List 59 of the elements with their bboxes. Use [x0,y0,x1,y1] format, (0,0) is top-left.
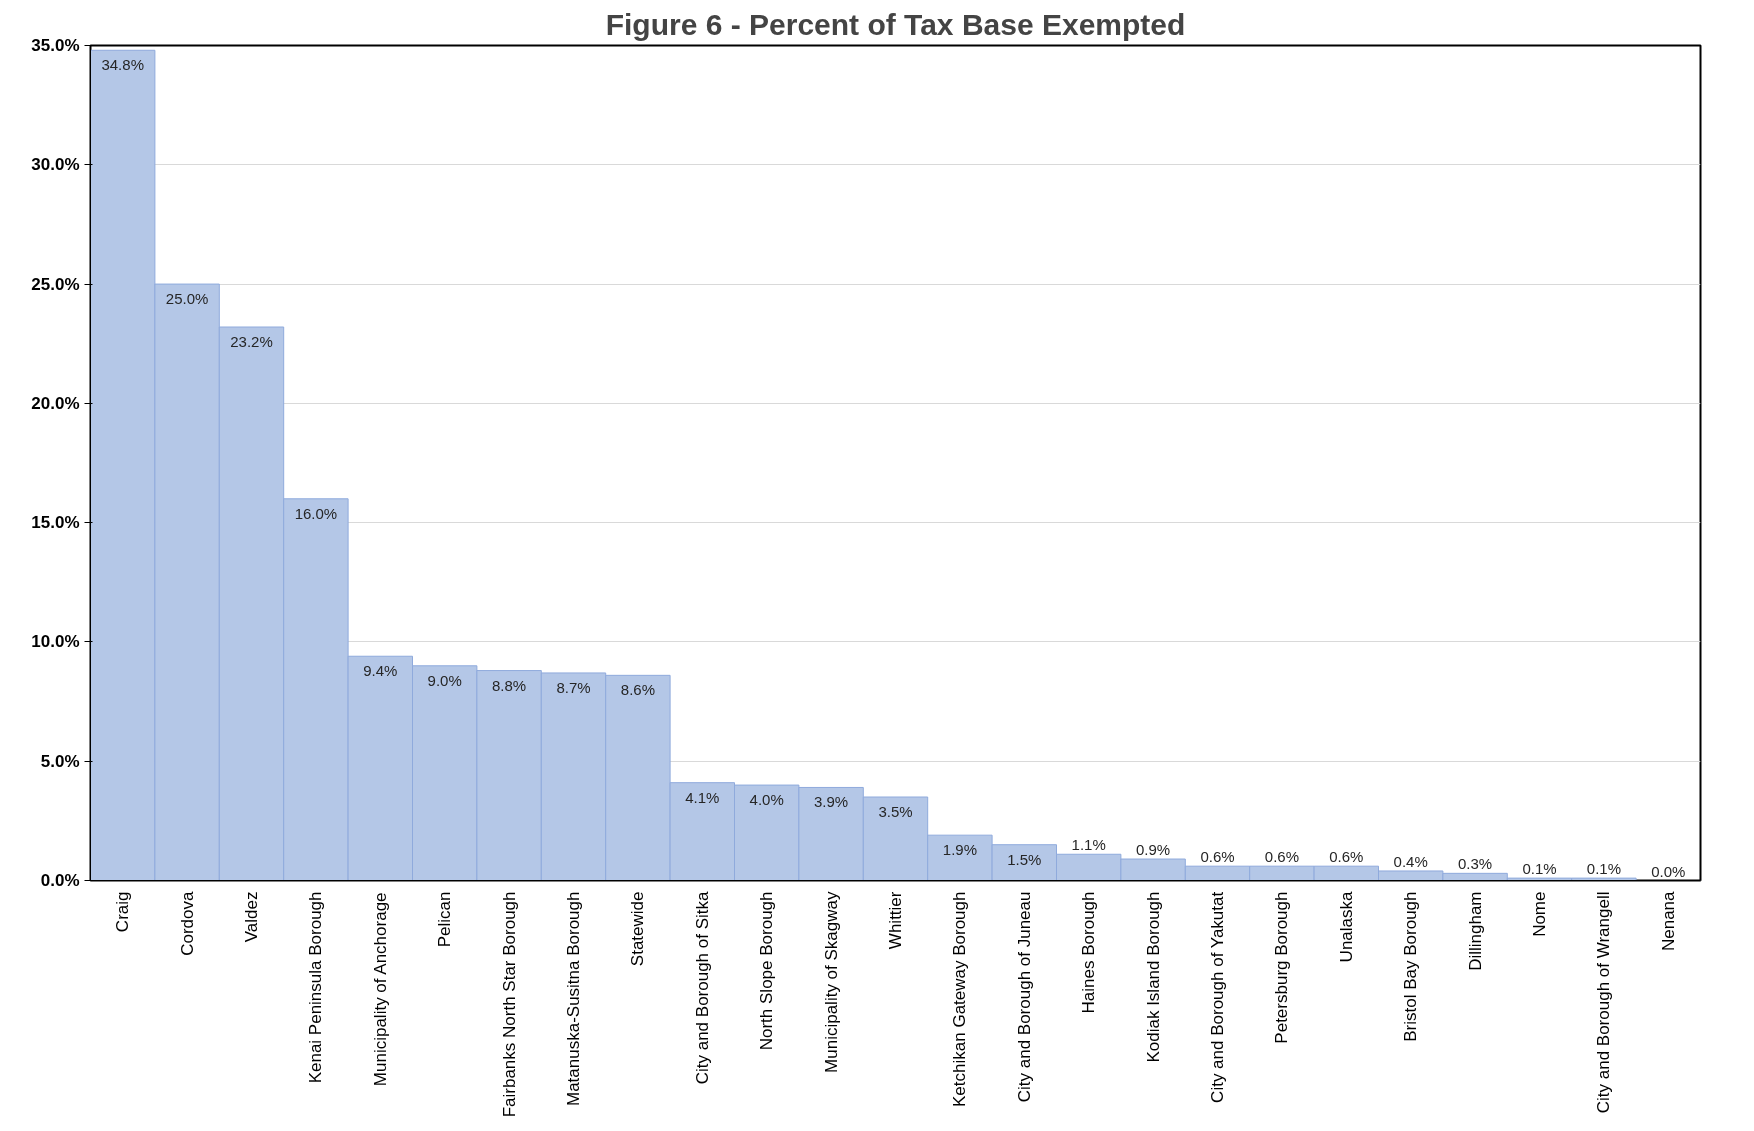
x-tick-label: Statewide [628,891,648,967]
x-tick-label: Nenana [1658,890,1678,952]
data-label: 9.4% [363,662,398,680]
x-tick-label: Municipality of Anchorage [370,892,390,1087]
x-tick-label: Kenai Peninsula Borough [306,891,326,1084]
data-label: 0.1% [1522,860,1557,878]
x-tick-label: Fairbanks North Star Borough [499,891,519,1118]
data-label: 1.1% [1071,836,1106,854]
y-tick-label: 15.0% [31,513,80,533]
data-label: 1.5% [1007,850,1042,868]
data-label: 4.1% [685,788,720,806]
x-tick-label: Cordova [177,890,197,956]
data-label: 25.0% [165,290,209,308]
data-label: 8.7% [556,678,591,696]
data-label: 0.1% [1586,860,1622,878]
x-tick-label: Municipality of Skagway [821,891,841,1073]
x-tick-label: Whittier [886,891,905,950]
y-tick-label: 5.0% [40,751,80,771]
data-label: 0.0% [1651,862,1686,880]
y-tick-label: 20.0% [31,393,80,413]
data-label: 4.0% [749,791,784,809]
data-label: 0.4% [1393,852,1428,870]
x-tick-label: Nome [1530,891,1549,937]
x-tick-label: Craig [113,891,133,933]
x-tick-label: Bristol Bay Borough [1401,891,1421,1042]
y-tick-label: 30.0% [31,155,80,175]
x-tick-label: Matanuska-Susitna Borough [564,891,583,1107]
data-label: 8.6% [620,681,656,699]
data-label: 1.9% [942,841,978,859]
x-tick-label: North Slope Borough [757,891,777,1051]
x-tick-label: Unalaska [1336,890,1356,963]
data-label: 16.0% [294,504,338,522]
x-tick-label: Haines Borough [1079,891,1099,1014]
data-label: 0.6% [1329,848,1364,866]
data-label: 3.5% [878,803,913,820]
data-label: 9.0% [427,671,462,689]
y-tick-label: 10.0% [31,632,80,652]
data-label: 0.6% [1264,848,1300,866]
x-tick-label: Dillingham [1465,891,1485,971]
x-tick-label: Petersburg Borough [1272,891,1292,1044]
x-tick-label: City and Borough of Sitka [692,890,712,1085]
x-tick-label: Valdez [242,891,261,943]
data-label: 34.8% [101,56,144,74]
x-tick-label: City and Borough of Yakutat [1208,891,1227,1103]
x-tick-label: City and Borough of Juneau [1014,891,1034,1103]
x-tick-label: Pelican [435,891,455,948]
y-tick-label: 0.0% [40,871,80,890]
data-label: 0.6% [1200,848,1235,866]
x-tick-label: Kodiak Island Borough [1143,891,1163,1063]
data-label: 3.9% [814,793,849,811]
x-tick-label: City and Borough of Wrangell [1594,891,1614,1114]
y-tick-label: 35.0% [31,36,80,55]
x-tick-label: Ketchikan Gateway Borough [950,891,970,1107]
y-tick-label: 25.0% [31,274,80,294]
data-label: 23.2% [230,333,273,351]
data-label: 0.3% [1458,855,1493,873]
data-label: 0.9% [1136,841,1171,859]
data-label: 8.8% [492,676,527,694]
chart-title: Figure 6 - Percent of Tax Base Exempted [605,7,1186,41]
